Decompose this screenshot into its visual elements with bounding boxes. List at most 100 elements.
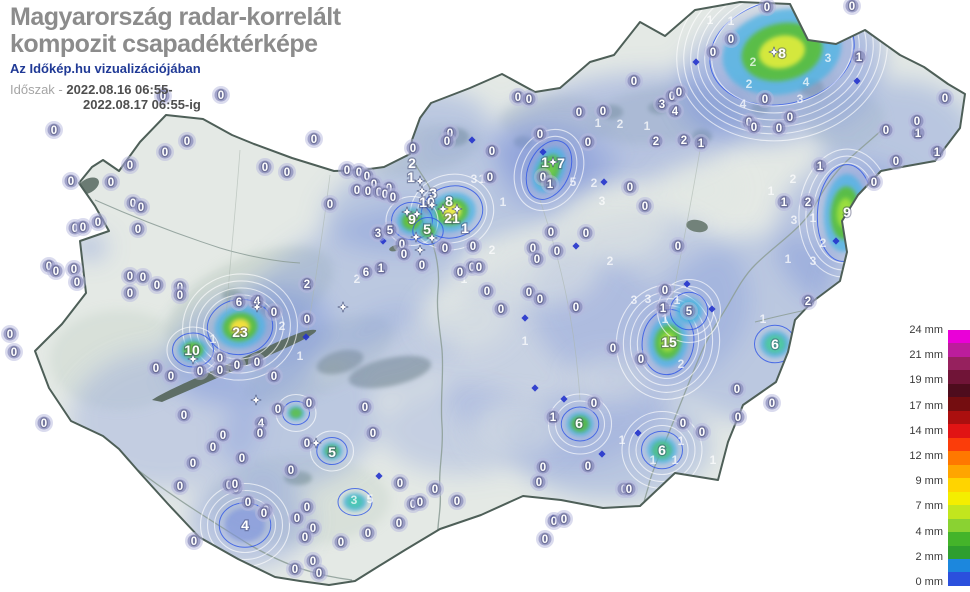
station-value: 0 xyxy=(675,241,681,253)
station-value: 0 xyxy=(487,172,493,184)
station-value: 0 xyxy=(470,241,476,253)
station-value: 0 xyxy=(893,156,899,168)
station-value: 1 xyxy=(698,138,705,150)
station-marker: 0 xyxy=(390,514,408,532)
station-marker: 1 xyxy=(811,157,829,175)
contour-label: 1 xyxy=(728,14,735,28)
legend-color-step xyxy=(948,491,970,506)
station-marker: 0 xyxy=(758,0,776,16)
station-value: 0 xyxy=(751,122,757,134)
legend-color-step xyxy=(948,397,970,411)
station-value: 0 xyxy=(127,160,133,172)
station-value: 0 xyxy=(364,171,370,183)
station-value: 0 xyxy=(551,516,557,528)
station-marker: 1 xyxy=(460,219,470,237)
station-value: 0 xyxy=(476,262,482,274)
station-marker: 0 xyxy=(877,121,895,139)
diamond-marker-icon xyxy=(531,384,539,392)
legend-label: 0 mm xyxy=(915,576,944,588)
station-value: 0 xyxy=(536,477,542,489)
star-marker-icon xyxy=(451,203,463,215)
station-marker: 0 xyxy=(148,276,166,294)
legend-label: 7 mm xyxy=(915,500,944,513)
diamond-marker-icon xyxy=(539,148,547,156)
lake-tisza xyxy=(686,219,708,233)
station-marker: 0 xyxy=(162,367,180,385)
station-marker: 0 xyxy=(391,474,409,492)
station-marker: 15 xyxy=(660,333,678,351)
station-marker: 0 xyxy=(154,87,172,105)
star-marker-icon xyxy=(414,175,426,187)
diamond-marker-icon xyxy=(634,429,642,437)
station-value: 0 xyxy=(662,285,668,297)
station-marker: 0 xyxy=(310,564,328,582)
star-marker-icon xyxy=(426,199,438,211)
station-marker: 1 xyxy=(372,259,390,277)
station-value: 0 xyxy=(561,514,567,526)
station-marker: 0 xyxy=(656,281,674,299)
station-value: 0 xyxy=(184,136,190,148)
contour-label: 3 xyxy=(471,172,478,186)
station-marker: 0 xyxy=(670,83,688,101)
contour-label: 3 xyxy=(599,194,606,208)
legend-color-step xyxy=(948,356,970,371)
station-marker: 0 xyxy=(534,458,552,476)
station-marker: 0 xyxy=(464,237,482,255)
station-value: 8 xyxy=(778,45,786,61)
station-marker: 1 xyxy=(909,124,927,142)
station-value: 0 xyxy=(294,513,300,525)
station-value: 0 xyxy=(160,91,166,103)
diamond-marker-icon xyxy=(692,58,700,66)
station-marker: 0 xyxy=(548,242,566,260)
station-value: 0 xyxy=(871,177,877,189)
contour-label: 1 xyxy=(297,349,304,363)
station-value: 0 xyxy=(154,280,160,292)
contour-label: 2 xyxy=(820,236,827,250)
station-value: 4 xyxy=(241,517,249,533)
station-value: 0 xyxy=(310,556,316,568)
station-marker: 0 xyxy=(298,498,316,516)
diamond-marker-icon xyxy=(375,472,383,480)
station-value: 0 xyxy=(354,185,360,197)
station-marker: 0 xyxy=(1,325,19,343)
station-value: 0 xyxy=(239,453,245,465)
diamond-marker-icon xyxy=(379,237,387,245)
star-marker-icon xyxy=(250,394,262,406)
station-marker: 0 xyxy=(364,424,382,442)
station-value: 0 xyxy=(484,286,490,298)
station-value: 0 xyxy=(676,87,682,99)
diamond-marker-icon xyxy=(683,280,691,288)
station-value: 7 xyxy=(557,155,565,171)
station-value: 0 xyxy=(849,1,855,13)
diamond-marker-icon xyxy=(560,395,568,403)
station-marker: 0 xyxy=(132,198,150,216)
station-marker: 2 xyxy=(675,131,693,149)
legend-label: 4 mm xyxy=(915,525,944,538)
station-marker: 0 xyxy=(35,414,53,432)
station-value: 0 xyxy=(108,177,114,189)
station-marker: 0 xyxy=(359,524,377,542)
diamond-marker-icon xyxy=(572,242,580,250)
precip-cell xyxy=(166,326,220,374)
station-value: 0 xyxy=(638,354,644,366)
station-marker: 0 xyxy=(426,480,444,498)
station-marker: 0 xyxy=(781,108,799,126)
legend-label: 17 mm xyxy=(909,399,943,412)
station-value: 9 xyxy=(408,211,416,227)
station-value: 0 xyxy=(217,353,223,365)
contour-label: 1 xyxy=(678,434,685,448)
station-value: 0 xyxy=(275,404,281,416)
station-marker: 0 xyxy=(436,239,454,257)
station-value: 2 xyxy=(681,135,687,147)
station-marker: 0 xyxy=(669,237,687,255)
station-marker: 0 xyxy=(908,112,926,130)
station-value: 0 xyxy=(642,201,648,213)
station-marker: 0 xyxy=(185,532,203,550)
star-marker-icon xyxy=(426,232,438,244)
station-marker: 5 xyxy=(680,302,698,320)
contour-label: 2 xyxy=(678,357,685,371)
station-marker: 2 xyxy=(799,292,817,310)
legend-label: 21 mm xyxy=(909,349,943,362)
station-value: 6 xyxy=(575,415,583,431)
